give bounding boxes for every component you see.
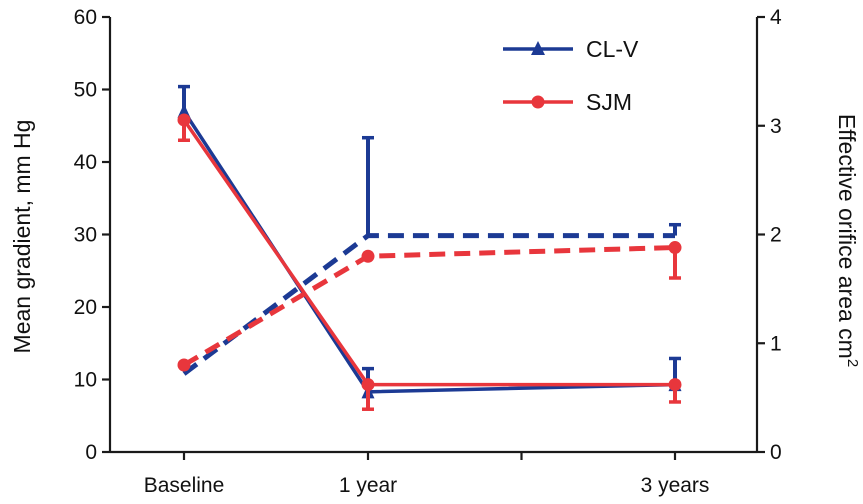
left-y-axis-title: Mean gradient, mm Hg [9, 120, 35, 354]
legend-marker [531, 41, 545, 55]
left-y-tick-label: 40 [74, 151, 97, 174]
data-point [668, 378, 682, 392]
legend-marker [531, 95, 545, 109]
left-y-tick-label: 30 [74, 224, 97, 247]
left-y-tick-label: 60 [74, 6, 97, 29]
data-point [668, 241, 682, 255]
right-y-axis-title: Effective orifice area cm2 [834, 114, 861, 367]
x-tick-label: 3 years [641, 474, 710, 497]
right-y-tick-label: 1 [770, 332, 782, 355]
legend-item-sjm: SJM [503, 89, 632, 115]
left-y-tick-label: 50 [74, 79, 97, 102]
right-y-tick-label: 4 [770, 6, 782, 29]
x-tick-label: Baseline [144, 474, 225, 497]
data-point [361, 378, 375, 392]
legend-label: SJM [586, 89, 632, 115]
right-y-axis-title-text: Effective orifice area cm [834, 114, 860, 359]
series-line [182, 245, 676, 368]
right-y-tick-label: 0 [770, 441, 782, 464]
right-y-tick-label: 2 [770, 224, 782, 247]
x-tick-label: 1 year [339, 474, 397, 497]
legend-item-cl-v: CL-V [503, 36, 639, 62]
left-y-tick-label: 0 [85, 441, 97, 464]
series-cl-v-gradient [177, 84, 682, 399]
series-line [182, 110, 676, 394]
data-point [177, 358, 191, 372]
data-point [177, 113, 191, 127]
data-point [361, 249, 375, 263]
left-y-tick-label: 20 [74, 296, 97, 319]
series-sjm-gradient [177, 113, 682, 411]
series-line [182, 233, 675, 376]
data-point [177, 103, 191, 118]
series-layer [177, 84, 682, 411]
series-cl-v-eoa [182, 135, 681, 376]
right-y-tick-label: 3 [770, 115, 782, 138]
legend: CL-V SJM [503, 36, 639, 115]
axes: 0 10 20 30 40 50 60 0 1 2 3 4 Baseline 1 year 3 years [74, 6, 782, 497]
left-y-tick-label: 10 [74, 369, 97, 392]
series-sjm-eoa [177, 241, 682, 372]
legend-label: CL-V [586, 36, 639, 62]
right-y-axis-title-superscript: 2 [844, 359, 861, 367]
axis-labels: Mean gradient, mm Hg Effective orifice ar… [9, 114, 861, 367]
